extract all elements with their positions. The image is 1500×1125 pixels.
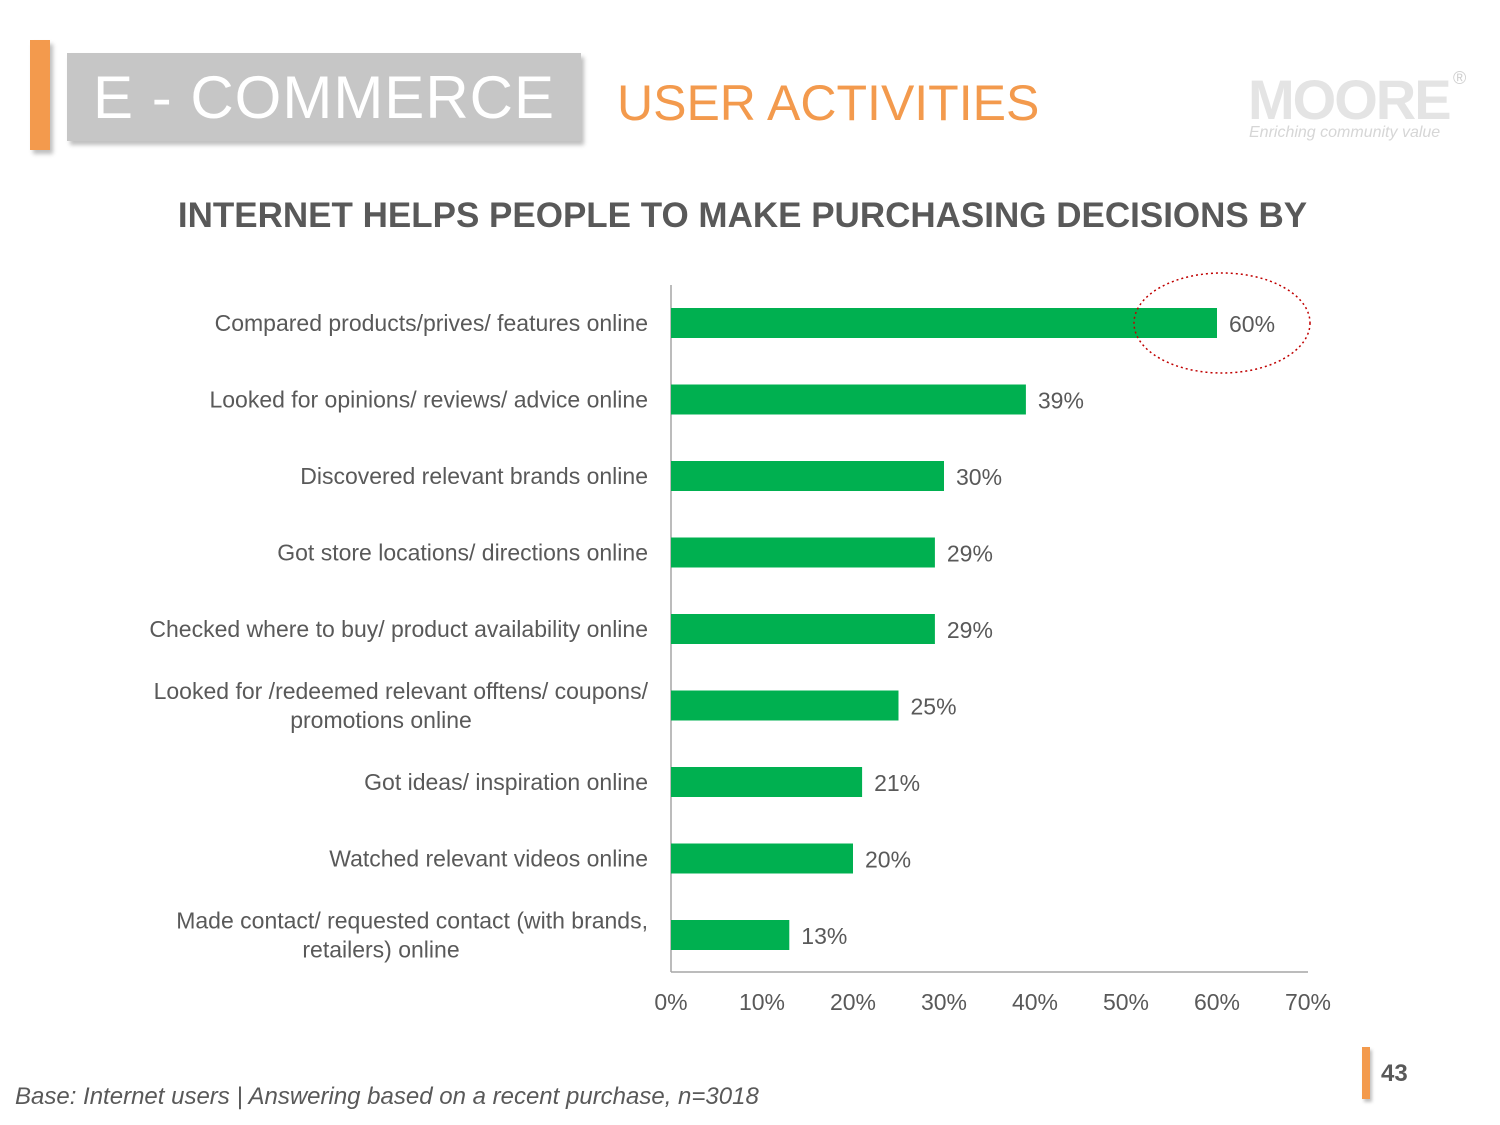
data-label: 39% bbox=[1038, 388, 1084, 414]
category-label: Compared products/prives/ features onlin… bbox=[215, 310, 648, 336]
brand-logo: MOORE ® Enriching community value bbox=[1248, 68, 1473, 148]
x-tick-label: 20% bbox=[830, 989, 876, 1015]
data-label: 25% bbox=[911, 694, 957, 720]
footer-note: Base: Internet users | Answering based o… bbox=[15, 1083, 759, 1110]
x-tick-label: 0% bbox=[654, 989, 687, 1015]
category-label: Made contact/ requested contact (with br… bbox=[176, 908, 648, 934]
logo-wordmark: MOORE bbox=[1248, 68, 1452, 131]
category-label: Got store locations/ directions online bbox=[277, 540, 648, 566]
highlight-ring bbox=[1133, 272, 1311, 374]
header-accent-bar bbox=[30, 40, 50, 150]
bar bbox=[671, 843, 853, 874]
page-number-accent bbox=[1362, 1047, 1370, 1099]
data-label: 20% bbox=[865, 847, 911, 873]
data-label: 60% bbox=[1229, 311, 1275, 337]
bar bbox=[671, 308, 1217, 338]
x-tick-label: 70% bbox=[1285, 989, 1331, 1015]
data-label: 13% bbox=[801, 923, 847, 949]
subsection-title: USER ACTIVITIES bbox=[617, 75, 1040, 131]
category-label: Watched relevant videos online bbox=[329, 846, 648, 872]
bar bbox=[671, 690, 899, 721]
bar bbox=[671, 384, 1026, 415]
bar bbox=[671, 537, 935, 568]
category-label: Checked where to buy/ product availabili… bbox=[149, 616, 648, 642]
category-label: Looked for /redeemed relevant offtens/ c… bbox=[154, 678, 649, 704]
registered-mark: ® bbox=[1453, 68, 1467, 88]
bar bbox=[671, 920, 790, 950]
chart-title: INTERNET HELPS PEOPLE TO MAKE PURCHASING… bbox=[177, 196, 1308, 235]
bar bbox=[671, 461, 944, 491]
data-label: 21% bbox=[874, 770, 920, 796]
data-label: 29% bbox=[947, 617, 993, 643]
category-label: retailers) online bbox=[302, 937, 459, 963]
bar bbox=[671, 614, 935, 644]
data-label: 30% bbox=[956, 464, 1002, 490]
bar bbox=[671, 767, 863, 797]
section-title-box: E - COMMERCE bbox=[67, 53, 581, 141]
data-label: 29% bbox=[947, 541, 993, 567]
x-tick-label: 50% bbox=[1103, 989, 1149, 1015]
section-title: E - COMMERCE bbox=[93, 63, 555, 131]
x-tick-label: 60% bbox=[1194, 989, 1240, 1015]
category-label: promotions online bbox=[290, 707, 472, 733]
logo-tagline: Enriching community value bbox=[1249, 124, 1441, 141]
category-label: Discovered relevant brands online bbox=[300, 463, 648, 489]
category-label: Looked for opinions/ reviews/ advice onl… bbox=[209, 387, 648, 413]
category-label: Got ideas/ inspiration online bbox=[364, 769, 648, 795]
x-tick-label: 40% bbox=[1012, 989, 1058, 1015]
page-number: 43 bbox=[1381, 1060, 1408, 1087]
x-tick-label: 30% bbox=[921, 989, 967, 1015]
x-tick-label: 10% bbox=[739, 989, 785, 1015]
